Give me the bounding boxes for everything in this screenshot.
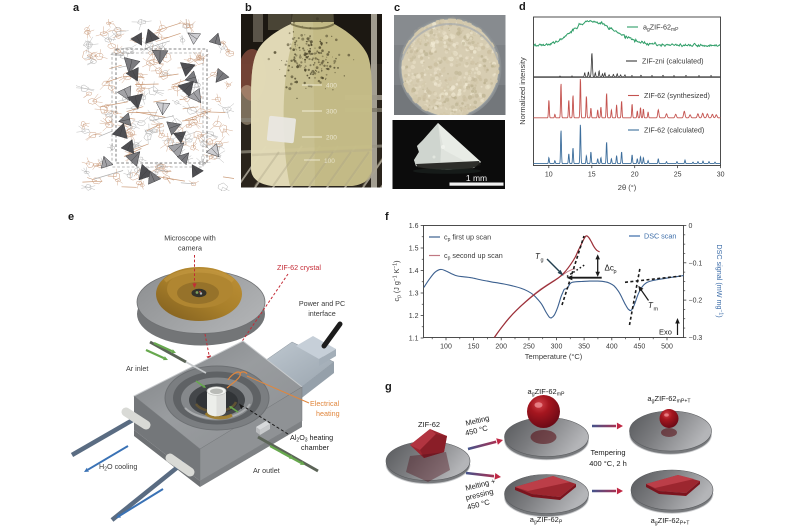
svg-text:e: e [68, 211, 74, 223]
svg-text:Δc: Δc [605, 264, 614, 273]
svg-text:1.2: 1.2 [409, 313, 419, 320]
svg-text:400: 400 [326, 83, 337, 90]
svg-text:1.5: 1.5 [409, 246, 419, 253]
svg-text:250: 250 [523, 344, 535, 351]
svg-text:H2O cooling: H2O cooling [99, 462, 137, 473]
svg-text:m: m [654, 307, 659, 313]
svg-text:a: a [73, 2, 80, 14]
svg-text:1.4: 1.4 [409, 268, 419, 275]
svg-text:ZIF-62 (calculated): ZIF-62 (calculated) [644, 126, 704, 135]
svg-text:Tempering: Tempering [590, 448, 625, 457]
svg-text:ZIF-62: ZIF-62 [418, 420, 440, 429]
svg-text:agZIF-62P: agZIF-62P [530, 515, 563, 526]
svg-text:200: 200 [326, 135, 337, 142]
svg-text:Al2O3 heating: Al2O3 heating [290, 433, 333, 444]
svg-text:Electrical: Electrical [310, 399, 340, 408]
svg-text:p: p [614, 269, 617, 275]
svg-text:g: g [385, 381, 392, 393]
svg-text:Ar outlet: Ar outlet [253, 466, 280, 475]
svg-text:350: 350 [578, 344, 590, 351]
svg-text:−0.2: −0.2 [689, 298, 703, 305]
svg-text:ZIF-62 (synthesized): ZIF-62 (synthesized) [644, 91, 710, 100]
svg-text:2θ (°): 2θ (°) [618, 183, 637, 192]
svg-text:agZIF-62mP: agZIF-62mP [643, 23, 679, 33]
svg-text:100: 100 [440, 344, 452, 351]
svg-text:200: 200 [495, 344, 507, 351]
svg-text:450: 450 [634, 344, 646, 351]
svg-text:400 °C, 2 h: 400 °C, 2 h [589, 459, 627, 468]
svg-text:camera: camera [178, 244, 202, 253]
svg-text:15: 15 [588, 172, 596, 179]
svg-text:−0.3: −0.3 [689, 335, 703, 342]
svg-text:300: 300 [326, 109, 337, 116]
svg-text:300: 300 [551, 344, 563, 351]
svg-text:Normalized intensity: Normalized intensity [518, 57, 527, 125]
svg-text:agZIF-62P+T: agZIF-62P+T [651, 516, 691, 527]
svg-text:cp (J g−1 K−1): cp (J g−1 K−1) [392, 261, 403, 302]
svg-text:Power and PC: Power and PC [299, 299, 345, 308]
svg-text:g: g [541, 258, 544, 264]
svg-text:agZIF-62mP: agZIF-62mP [528, 387, 565, 398]
svg-text:f: f [385, 211, 389, 223]
svg-text:10: 10 [545, 172, 553, 179]
svg-text:heating: heating [316, 409, 340, 418]
svg-text:150: 150 [468, 344, 480, 351]
svg-text:Microscope with: Microscope with [164, 234, 216, 243]
svg-text:ZIF-62 crystal: ZIF-62 crystal [277, 263, 321, 272]
svg-text:500: 500 [661, 344, 673, 351]
svg-text:1.3: 1.3 [409, 291, 419, 298]
svg-text:20: 20 [631, 172, 639, 179]
svg-text:T: T [535, 252, 541, 261]
svg-text:Ar inlet: Ar inlet [126, 364, 148, 373]
svg-text:1.6: 1.6 [409, 223, 419, 230]
svg-text:cp first up scan: cp first up scan [444, 233, 491, 244]
svg-text:T: T [648, 301, 654, 310]
svg-text:−0.1: −0.1 [689, 260, 703, 267]
svg-text:0: 0 [689, 223, 693, 230]
svg-text:1.1: 1.1 [409, 336, 419, 343]
svg-text:interface: interface [308, 309, 336, 318]
svg-text:Exo: Exo [659, 328, 672, 337]
svg-text:chamber: chamber [301, 443, 330, 452]
svg-text:100: 100 [324, 158, 335, 165]
svg-text:cp second up scan: cp second up scan [444, 251, 503, 262]
svg-text:DSC signal (mW mg−1): DSC signal (mW mg−1) [715, 244, 724, 317]
svg-text:ZIF-zni (calculated): ZIF-zni (calculated) [642, 57, 704, 66]
svg-text:DSC scan: DSC scan [644, 232, 676, 241]
svg-text:b: b [245, 2, 252, 14]
svg-text:c: c [394, 2, 400, 14]
svg-text:Temperature (°C): Temperature (°C) [525, 352, 583, 361]
svg-text:30: 30 [717, 172, 725, 179]
svg-text:400: 400 [606, 344, 618, 351]
svg-text:d: d [519, 1, 526, 13]
svg-text:1 mm: 1 mm [466, 173, 487, 183]
svg-text:agZIF-62mP+T: agZIF-62mP+T [647, 394, 691, 405]
svg-text:25: 25 [674, 172, 682, 179]
